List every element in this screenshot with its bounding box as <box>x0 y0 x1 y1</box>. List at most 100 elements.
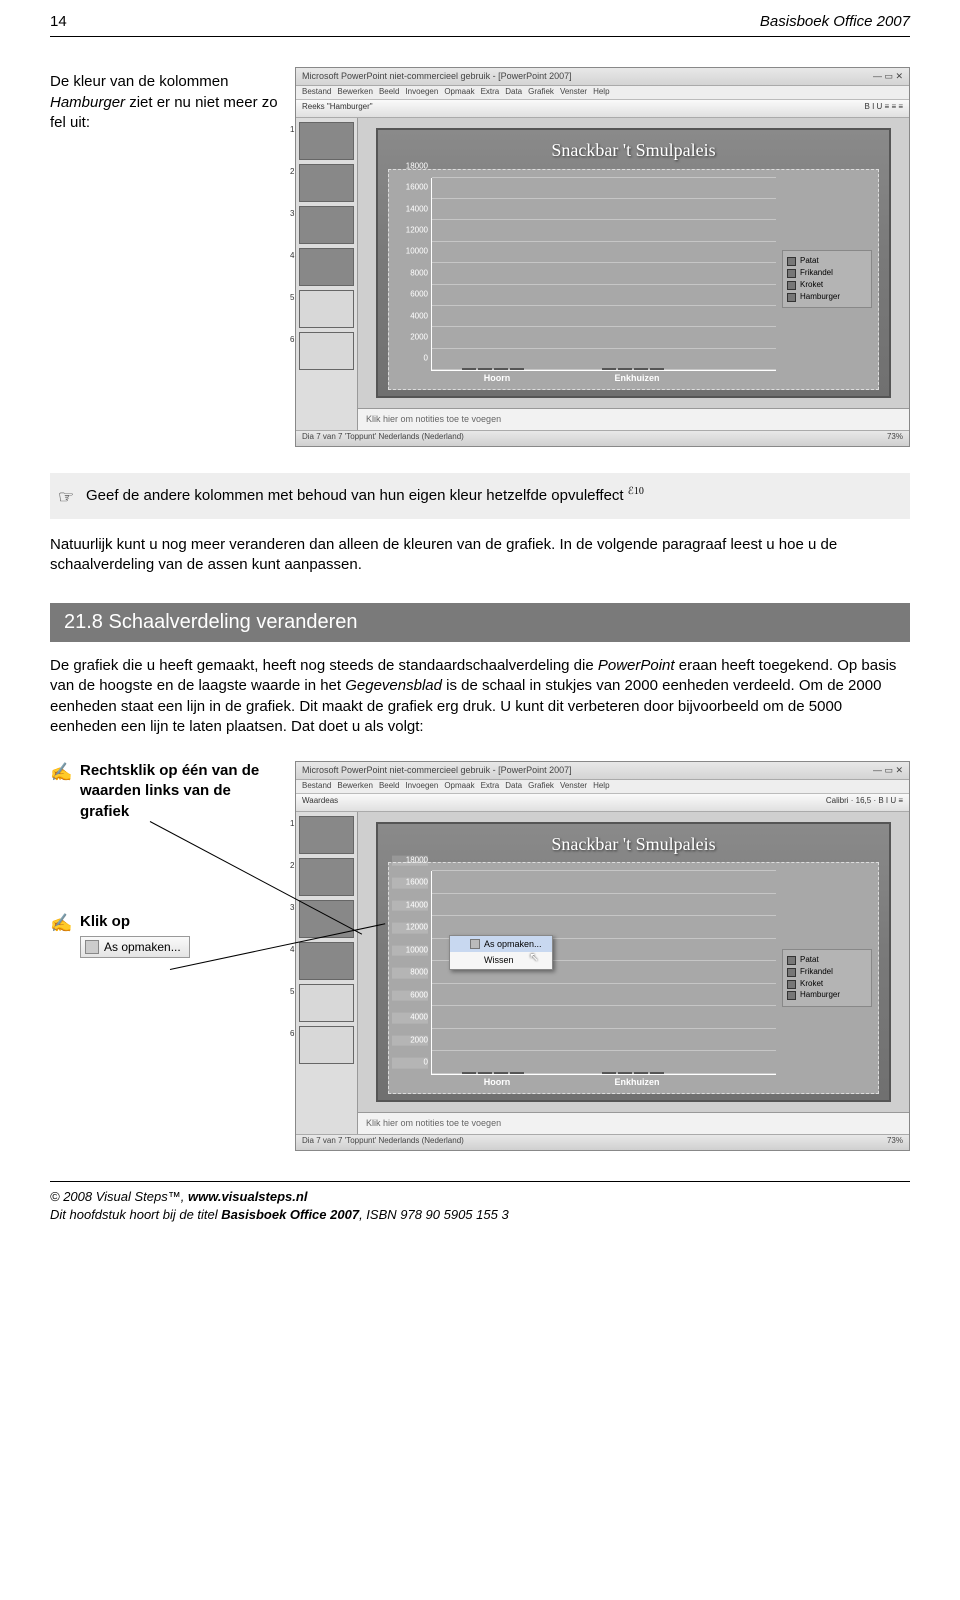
legend-item: Hamburger <box>787 990 867 1001</box>
chart-bar[interactable] <box>634 368 648 370</box>
chart-bar[interactable] <box>478 368 492 370</box>
menu-chip-label: As opmaken... <box>104 939 181 955</box>
page-header: 14 Basisboek Office 2007 <box>50 0 910 37</box>
legend-swatch-icon <box>787 281 796 290</box>
chart-plot: 0200040006000800010000120001400016000180… <box>431 178 776 372</box>
mouse-hand-icon: ✍ <box>50 761 72 822</box>
y-tick-label[interactable]: 16000 <box>392 878 428 889</box>
menu-item[interactable]: Bewerken <box>337 87 373 98</box>
y-tick-label[interactable]: 6000 <box>392 990 428 1001</box>
chart-bar[interactable] <box>462 1072 476 1074</box>
menu-item[interactable]: Beeld <box>379 781 399 792</box>
legend-item: Frikandel <box>787 268 867 279</box>
window-buttons-icon: — ▭ ✕ <box>873 70 903 83</box>
legend-label: Hamburger <box>800 292 840 303</box>
chart-bar[interactable] <box>618 1072 632 1074</box>
y-tick-label[interactable]: 18000 <box>392 855 428 866</box>
slide-thumbnail[interactable]: 3 <box>299 206 354 244</box>
slide-thumbnail[interactable]: 6 <box>299 332 354 370</box>
ss-body: 123456 Snackbar 't Smulpaleis 0200040006… <box>296 812 909 1134</box>
menu-item[interactable]: Bewerken <box>337 781 373 792</box>
menu-item[interactable]: Venster <box>560 87 587 98</box>
legend-swatch-icon <box>787 991 796 1000</box>
callout-text: Geef de andere kolommen met behoud van h… <box>86 487 624 504</box>
chart-bar[interactable] <box>602 368 616 370</box>
status-bar: Dia 7 van 7 'Toppunt' Nederlands (Nederl… <box>296 430 909 446</box>
ss-toolbar: Waardeas Calibri · 16,5 · B I U ≡ <box>296 794 909 812</box>
legend-label: Patat <box>800 955 819 966</box>
legend-label: Frikandel <box>800 967 833 978</box>
status-right: 73% <box>887 432 903 445</box>
steps-column: ✍ Rechtsklik op één van de waarden links… <box>50 761 280 1151</box>
slide-thumbnail[interactable]: 5 <box>299 290 354 328</box>
ss-toolbar: Reeks "Hamburger" B I U ≡ ≡ ≡ <box>296 100 909 118</box>
chart-box: 0200040006000800010000120001400016000180… <box>388 862 879 1094</box>
chart-bar[interactable] <box>650 1072 664 1074</box>
legend-label: Kroket <box>800 280 823 291</box>
y-tick-label[interactable]: 10000 <box>392 945 428 956</box>
menu-item[interactable]: Bestand <box>302 87 331 98</box>
y-tick-label: 6000 <box>392 290 428 301</box>
x-category-label: Hoorn <box>484 372 511 384</box>
slide-thumbnail[interactable]: 4 <box>299 248 354 286</box>
menu-chip[interactable]: As opmaken... <box>80 936 190 958</box>
y-tick-label: 16000 <box>392 183 428 194</box>
y-tick-label[interactable]: 12000 <box>392 923 428 934</box>
chart-legend: PatatFrikandelKroketHamburger <box>782 949 872 1007</box>
chart-bar[interactable] <box>494 368 508 370</box>
slide-area: Snackbar 't Smulpaleis 02000400060008000… <box>358 812 909 1112</box>
slide-thumbnail[interactable]: 1 <box>299 816 354 854</box>
menu-item[interactable]: Opmaak <box>444 87 474 98</box>
chart-bar[interactable] <box>462 368 476 370</box>
menu-item[interactable]: Extra <box>481 87 500 98</box>
menu-item[interactable]: Data <box>505 781 522 792</box>
bar-group <box>602 1072 664 1074</box>
menu-item[interactable]: Grafiek <box>528 87 554 98</box>
y-tick-label[interactable]: 0 <box>392 1058 428 1069</box>
notes-pane: Klik hier om notities toe te voegen <box>358 1112 909 1134</box>
chart-bar[interactable] <box>510 368 524 370</box>
y-tick-label: 14000 <box>392 204 428 215</box>
legend-item: Kroket <box>787 280 867 291</box>
y-tick-label[interactable]: 14000 <box>392 900 428 911</box>
menu-item[interactable]: Data <box>505 87 522 98</box>
chart-bar[interactable] <box>494 1072 508 1074</box>
menu-item[interactable]: Bestand <box>302 781 331 792</box>
menu-item[interactable]: Grafiek <box>528 781 554 792</box>
chart-bar[interactable] <box>634 1072 648 1074</box>
legend-label: Hamburger <box>800 990 840 1001</box>
chart-bar[interactable] <box>510 1072 524 1074</box>
chart-bar[interactable] <box>478 1072 492 1074</box>
menu-item[interactable]: Venster <box>560 781 587 792</box>
y-tick-label[interactable]: 4000 <box>392 1013 428 1024</box>
ss-titlebar: Microsoft PowerPoint niet-commercieel ge… <box>296 68 909 86</box>
slide-thumbnail[interactable]: 4 <box>299 942 354 980</box>
menu-item[interactable]: Help <box>593 781 609 792</box>
book-title: Basisboek Office 2007 <box>760 12 910 32</box>
toolbar-right: B I U ≡ ≡ ≡ <box>865 102 903 115</box>
slide-thumbnail[interactable]: 5 <box>299 984 354 1022</box>
slide-thumbnail[interactable]: 6 <box>299 1026 354 1064</box>
menu-item[interactable]: Invoegen <box>405 781 438 792</box>
menu-item[interactable]: Opmaak <box>444 781 474 792</box>
slide-thumbnail[interactable]: 2 <box>299 164 354 202</box>
thumbnail-panel: 1 2 3 4 5 6 <box>296 118 358 430</box>
y-tick-label: 4000 <box>392 311 428 322</box>
slide-thumbnail[interactable]: 1 <box>299 122 354 160</box>
cursor-icon: ↖ <box>529 949 539 965</box>
step-1: ✍ Rechtsklik op één van de waarden links… <box>50 761 280 822</box>
section-heading: 21.8 Schaalverdeling veranderen <box>50 603 910 642</box>
legend-swatch-icon <box>787 293 796 302</box>
menu-item[interactable]: Extra <box>481 781 500 792</box>
slide: Snackbar 't Smulpaleis 02000400060008000… <box>376 822 891 1102</box>
menu-item[interactable]: Beeld <box>379 87 399 98</box>
y-tick-label[interactable]: 2000 <box>392 1035 428 1046</box>
slide-thumbnail[interactable]: 2 <box>299 858 354 896</box>
legend-item: Frikandel <box>787 967 867 978</box>
menu-item[interactable]: Invoegen <box>405 87 438 98</box>
chart-bar[interactable] <box>602 1072 616 1074</box>
chart-bar[interactable] <box>650 368 664 370</box>
menu-item[interactable]: Help <box>593 87 609 98</box>
chart-bar[interactable] <box>618 368 632 370</box>
y-tick-label[interactable]: 8000 <box>392 968 428 979</box>
